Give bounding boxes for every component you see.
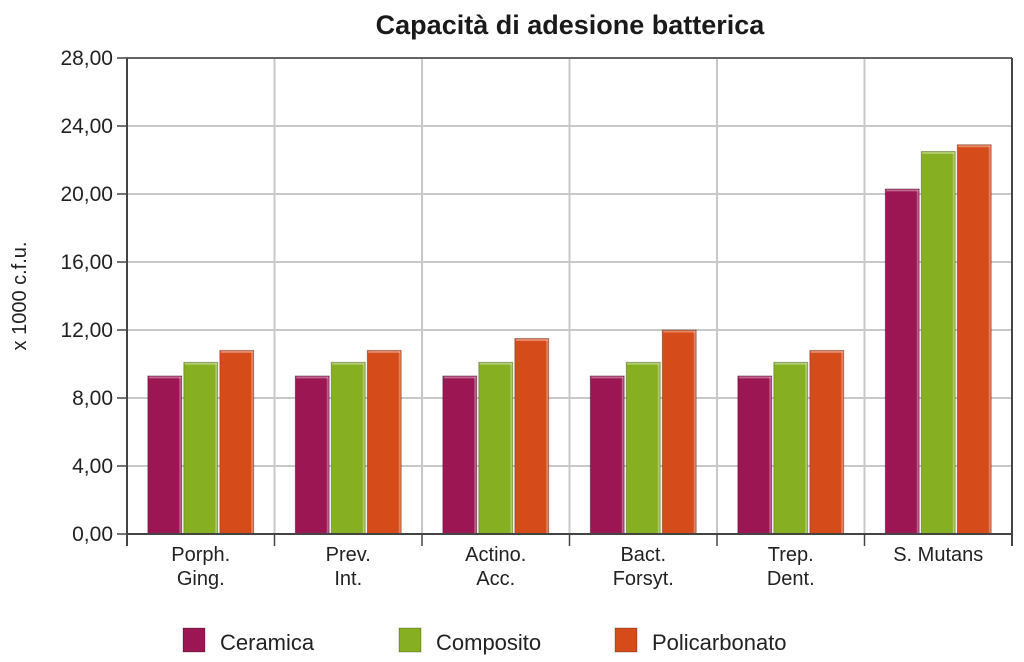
x-tick-label: Acc.	[476, 568, 515, 590]
bar-composito	[773, 361, 809, 535]
y-tick-label: 0,00	[72, 523, 113, 546]
bar-ceramica	[442, 375, 478, 535]
bar-ceramica	[737, 375, 773, 535]
bar-ceramica	[147, 375, 183, 535]
x-tick-label: Bact.	[620, 544, 666, 566]
y-tick-label: 12,00	[60, 319, 113, 342]
bar-ceramica	[294, 375, 330, 535]
x-tick-label: Prev.	[326, 544, 371, 566]
bar-policarbonato	[514, 338, 550, 535]
x-tick-label: Ging.	[177, 568, 225, 590]
y-tick-label: 8,00	[72, 387, 113, 410]
bar-policarbonato	[661, 329, 697, 535]
bar-composito	[920, 151, 956, 535]
y-tick-label: 24,00	[60, 115, 113, 138]
chart-title: Capacità di adesione batterica	[376, 10, 766, 40]
bar-policarbonato	[219, 349, 255, 535]
grid	[127, 57, 1012, 534]
legend: Ceramica Composito Policarbonato	[182, 627, 787, 655]
bar-composito	[330, 361, 366, 535]
bar-ceramica	[884, 188, 920, 535]
bar-composito	[478, 361, 514, 535]
x-tick-label: S. Mutans	[893, 544, 983, 566]
legend-swatch-composito	[398, 627, 422, 653]
y-ticks: 0,00 4,00 8,00 12,00 16,00 20,00 24,00 28,00	[60, 47, 127, 546]
x-tick-label: Porph.	[171, 544, 230, 566]
x-tick-label: Int.	[334, 568, 362, 590]
bar-policarbonato	[366, 349, 402, 535]
legend-label-composito: Composito	[436, 630, 541, 655]
bars	[147, 144, 992, 535]
y-tick-label: 4,00	[72, 455, 113, 478]
bar-composito	[183, 361, 219, 535]
bar-composito	[625, 361, 661, 535]
y-tick-label: 20,00	[60, 183, 113, 206]
x-tick-label: Trep.	[768, 544, 814, 566]
legend-swatch-ceramica	[182, 627, 206, 653]
x-tick-label: Forsyt.	[613, 568, 674, 590]
y-tick-label: 28,00	[60, 47, 113, 70]
legend-swatch-policarbonato	[614, 627, 638, 653]
x-ticks: Porph.Ging. Prev.Int. Actino.Acc. Bact.Fors…	[171, 544, 983, 590]
y-axis-label: x 1000 c.f.u.	[9, 242, 31, 351]
legend-label-ceramica: Ceramica	[220, 630, 315, 655]
axes	[126, 57, 1013, 546]
y-tick-label: 16,00	[60, 251, 113, 274]
x-tick-label: Actino.	[465, 544, 526, 566]
x-tick-label: Dent.	[767, 568, 815, 590]
bar-policarbonato	[956, 144, 992, 535]
bar-ceramica	[589, 375, 625, 535]
bar-policarbonato	[809, 349, 845, 535]
legend-label-policarbonato: Policarbonato	[652, 630, 787, 655]
